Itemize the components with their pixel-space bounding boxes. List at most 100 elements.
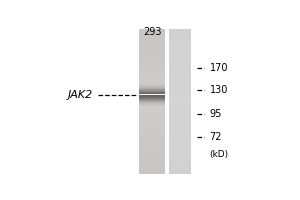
Bar [169,91,191,92]
Bar [139,98,165,99]
Bar [169,170,191,171]
Bar [139,50,165,51]
Bar [139,139,165,140]
Bar [139,103,165,104]
Bar [169,43,191,44]
Bar [169,66,191,67]
Text: 293: 293 [143,27,161,37]
Bar [169,102,191,103]
Bar [139,133,165,134]
Bar [169,149,191,150]
Bar [139,160,165,161]
Bar [169,122,191,123]
Bar [139,162,165,163]
Bar [139,173,165,174]
Bar [169,131,191,132]
Bar [139,51,165,52]
Bar [139,84,165,85]
Bar [139,152,165,153]
Bar [169,80,191,81]
Bar [169,34,191,35]
Bar [139,161,165,162]
Bar [139,92,165,93]
Bar [169,65,191,66]
Bar [169,63,191,64]
Bar [139,68,165,69]
Bar [169,46,191,47]
Bar [169,144,191,145]
Text: JAK2: JAK2 [68,90,93,100]
Bar [169,100,191,101]
Bar [169,160,191,161]
Bar [169,86,191,87]
Bar [169,166,191,167]
Bar [139,64,165,65]
Bar [139,94,165,95]
Bar [169,137,191,138]
Bar [139,134,165,135]
Bar [139,120,165,121]
Bar [169,71,191,72]
Bar [169,29,191,30]
Bar [139,165,165,166]
Bar [169,123,191,124]
Bar [139,114,165,115]
Bar [169,97,191,98]
Bar [139,31,165,32]
Bar [169,115,191,116]
Bar [139,155,165,156]
Bar [139,148,165,149]
Bar [169,118,191,119]
Bar [139,87,165,88]
Bar [139,49,165,50]
Bar [169,153,191,154]
Bar [139,127,165,128]
Bar [169,32,191,33]
Bar [139,42,165,43]
Bar [169,112,191,113]
Bar [139,34,165,35]
Bar [169,83,191,84]
Bar [169,103,191,104]
Bar [139,60,165,61]
Bar [169,38,191,39]
Bar [139,135,165,136]
Text: 95: 95 [210,109,222,119]
Bar [139,58,165,59]
Bar [139,100,165,101]
Bar [169,171,191,172]
Bar [139,77,165,78]
Bar [139,97,165,98]
Bar [139,47,165,48]
Bar [139,73,165,74]
Bar [169,72,191,73]
Bar [139,118,165,119]
Bar [139,150,165,151]
Bar [139,73,165,74]
Bar [139,141,165,142]
Bar [139,99,165,100]
Bar [169,47,191,48]
Bar [169,64,191,65]
Bar [169,121,191,122]
Bar [169,141,191,142]
Bar [139,170,165,171]
Bar [139,84,165,85]
Bar [139,72,165,73]
Bar [139,110,165,111]
Bar [169,148,191,149]
Bar [169,81,191,82]
Bar [169,76,191,77]
Bar [139,129,165,130]
Bar [139,96,165,97]
Bar [169,41,191,42]
Bar [139,39,165,40]
Bar [169,160,191,161]
Bar [169,51,191,52]
Bar [169,114,191,115]
Bar [139,30,165,31]
Bar [139,62,165,63]
Bar [139,137,165,138]
Bar [169,42,191,43]
Bar [169,161,191,162]
